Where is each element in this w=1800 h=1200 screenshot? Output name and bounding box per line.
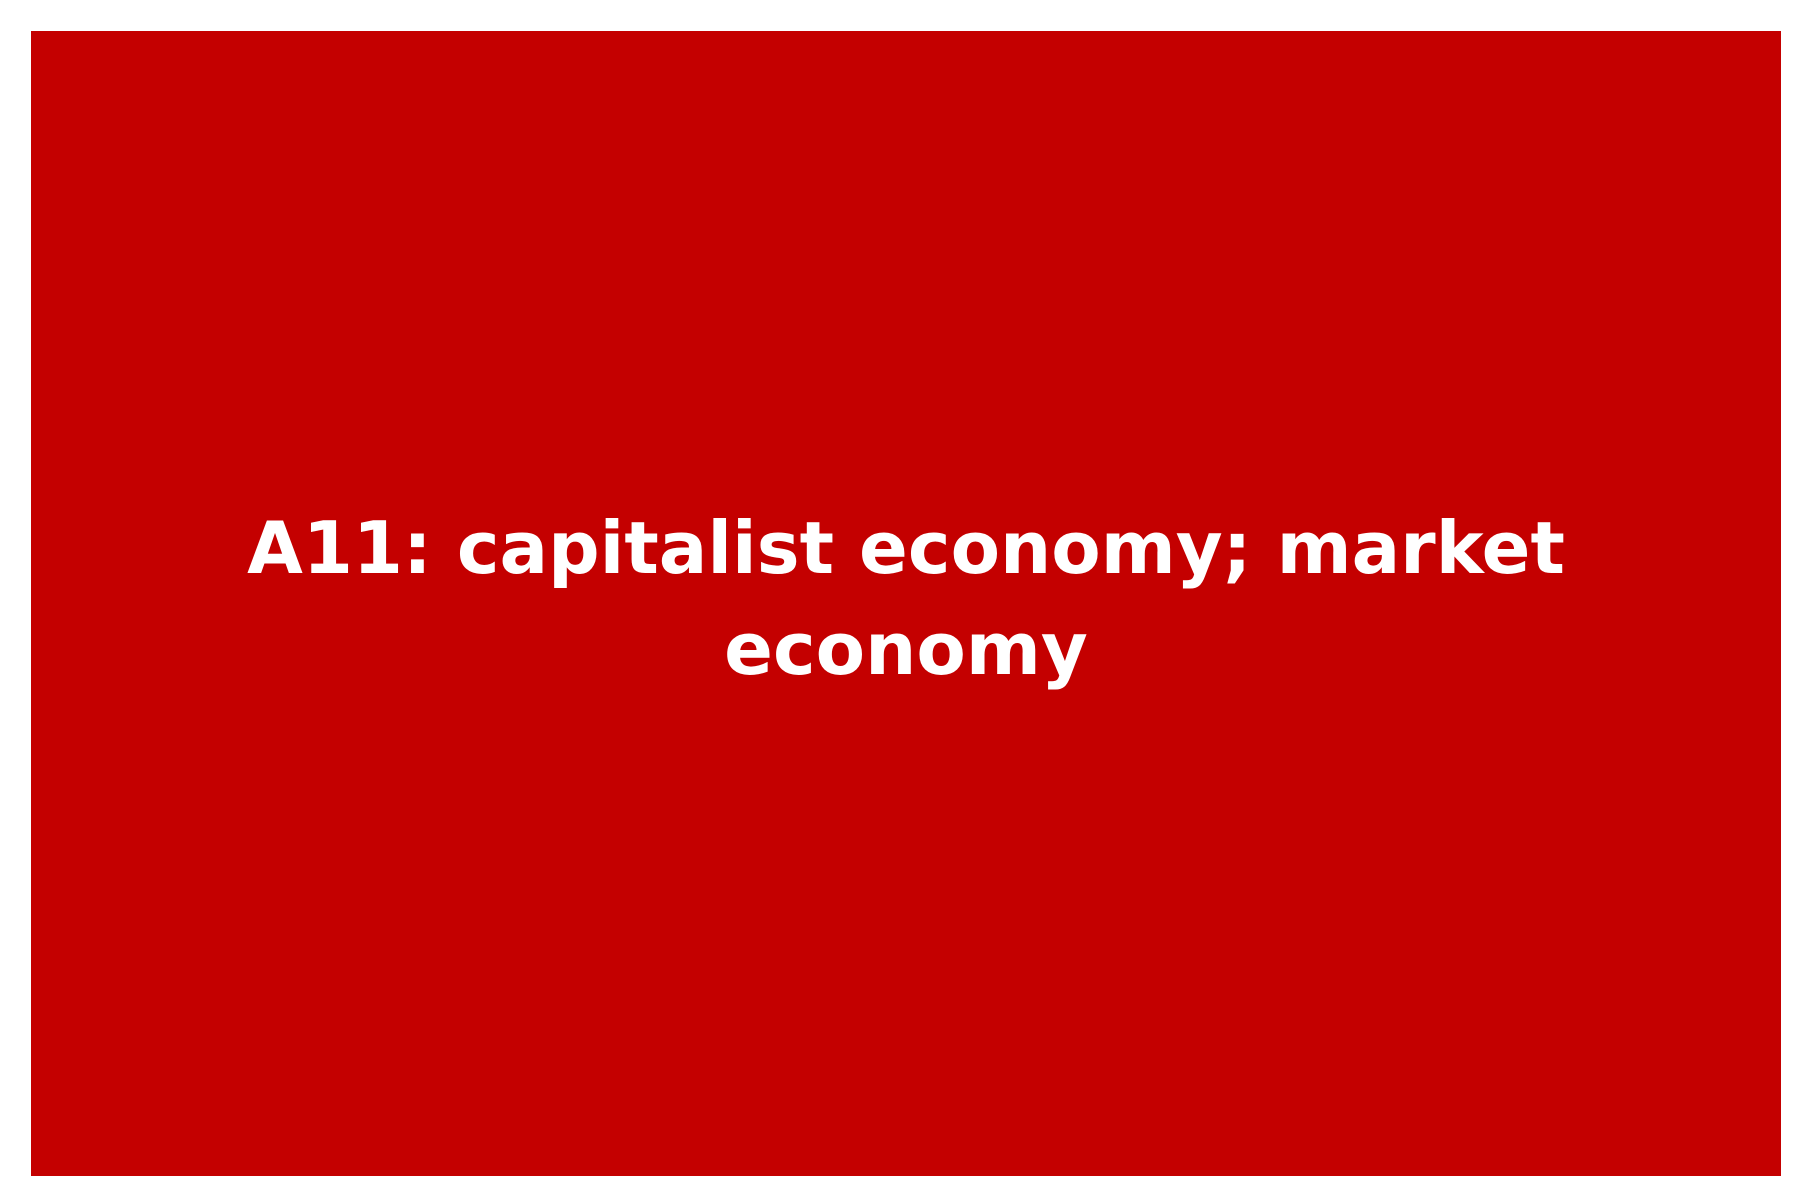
category-label: A11: capitalist economy; market economy — [247, 505, 1565, 691]
category-card: A11: capitalist economy; market economy — [31, 31, 1781, 1176]
